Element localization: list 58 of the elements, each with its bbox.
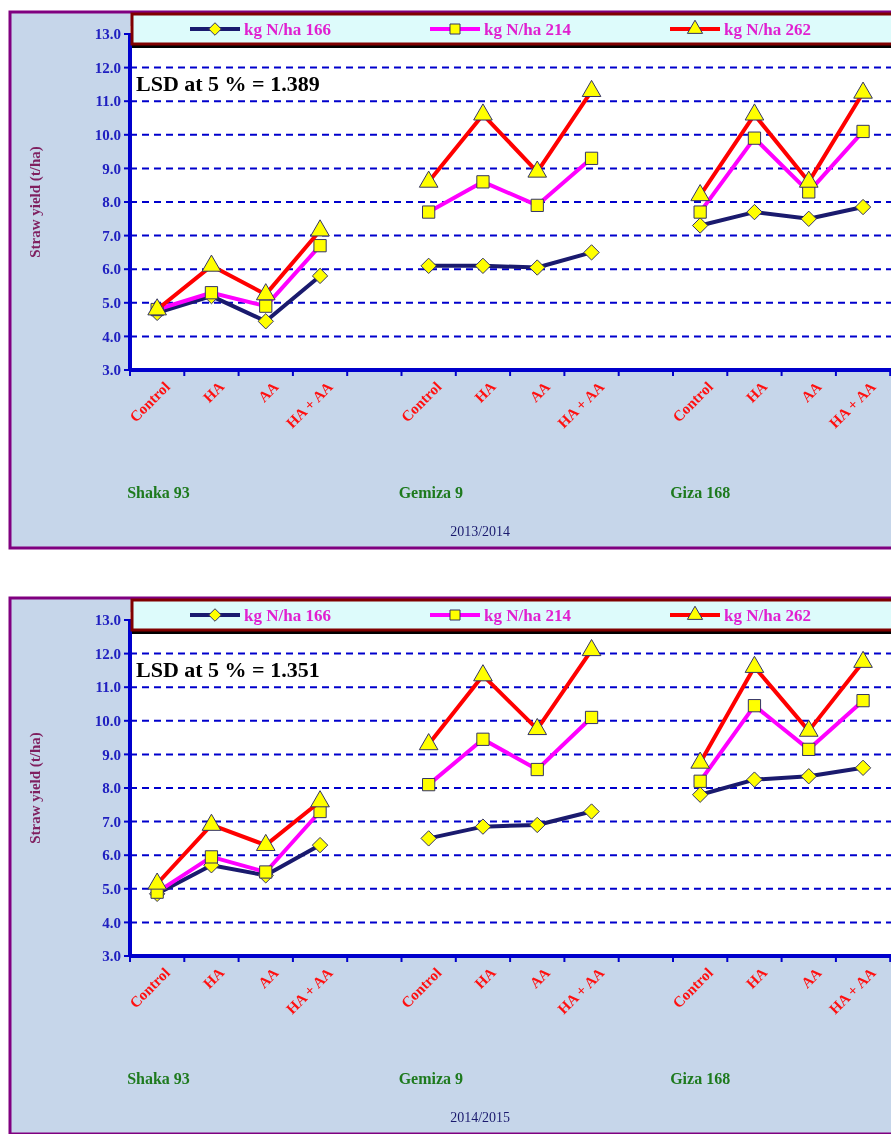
y-tick-label: 11.0 [95, 93, 121, 110]
x-axis-title: 2014/2015 [450, 1110, 511, 1125]
x-tick-label: HA [200, 964, 228, 992]
x-tick-label: HA + AA [283, 378, 336, 432]
y-tick-label: 5.0 [102, 881, 121, 898]
legend-label: kg N/ha 262 [724, 605, 811, 625]
y-tick-label: 8.0 [102, 194, 121, 211]
y-tick-label: 12.0 [94, 645, 121, 662]
text: Shaka 93 [127, 1070, 190, 1087]
y-tick-label: 13.0 [94, 612, 121, 629]
y-tick-label: 4.0 [102, 914, 121, 931]
y-tick-label: 9.0 [102, 746, 121, 763]
x-tick-label: HA + AA [283, 964, 336, 1018]
x-tick-label: AA [254, 964, 282, 992]
text: Giza 168 [670, 1070, 731, 1087]
y-tick-label: 8.0 [102, 780, 121, 797]
x-tick-label: HA [471, 964, 499, 992]
text: Gemiza 9 [398, 1070, 464, 1087]
legend-label: kg N/ha 214 [484, 19, 572, 39]
x-tick-label: HA [200, 378, 228, 406]
legend-label: kg N/ha 166 [244, 605, 331, 625]
x-tick-label: HA [743, 378, 771, 406]
y-tick-label: 13.0 [94, 26, 121, 43]
x-axis-title: 2013/2014 [450, 524, 511, 539]
x-tick-label: HA [743, 964, 771, 992]
x-tick-label: AA [526, 378, 554, 406]
y-tick-label: 10.0 [94, 127, 121, 144]
y-tick-label: 5.0 [102, 295, 121, 312]
y-tick-label: 9.0 [102, 160, 121, 177]
x-tick-label: AA [797, 964, 825, 992]
y-axis-title: Straw yield (t/ha) [27, 732, 44, 844]
annotation: LSD at 5 % = 1.389 [136, 71, 320, 97]
x-tick-label: AA [526, 964, 554, 992]
y-tick-label: 12.0 [94, 59, 121, 76]
x-tick-label: HA [471, 378, 499, 406]
y-axis-title: Straw yield (t/ha) [27, 146, 44, 258]
y-tick-label: 11.0 [95, 679, 121, 696]
y-tick-label: 3.0 [102, 362, 121, 379]
text: Shaka 93 [127, 484, 190, 501]
x-tick-label: HA + AA [826, 378, 879, 432]
y-tick-label: 7.0 [102, 227, 121, 244]
y-tick-label: 6.0 [102, 847, 121, 864]
y-tick-label: 4.0 [102, 328, 121, 345]
x-tick-label: HA + AA [554, 964, 608, 1018]
x-tick-label: HA + AA [826, 964, 879, 1018]
legend-label: kg N/ha 166 [244, 19, 331, 39]
y-tick-label: 7.0 [102, 813, 121, 830]
legend-label: kg N/ha 262 [724, 19, 811, 39]
x-tick-label: HA + AA [554, 378, 608, 432]
y-tick-label: 6.0 [102, 261, 121, 278]
x-tick-label: AA [254, 378, 282, 406]
y-tick-label: 3.0 [102, 948, 121, 965]
text: Giza 168 [670, 484, 731, 501]
text: Gemiza 9 [398, 484, 464, 501]
y-tick-label: 10.0 [94, 713, 121, 730]
x-tick-label: AA [797, 378, 825, 406]
annotation: LSD at 5 % = 1.351 [136, 657, 320, 683]
legend-label: kg N/ha 214 [484, 605, 572, 625]
